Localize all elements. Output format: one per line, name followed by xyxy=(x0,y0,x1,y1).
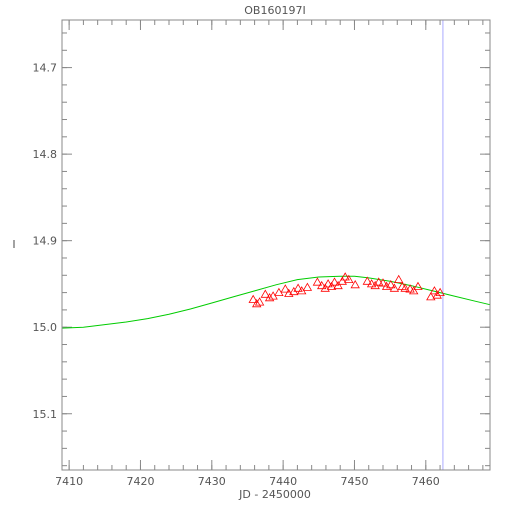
y-tick-label: 15.1 xyxy=(33,408,58,421)
data-point xyxy=(254,297,265,306)
data-point xyxy=(435,287,445,297)
data-point xyxy=(252,298,262,308)
data-point xyxy=(323,279,333,288)
x-axis-label: JD - 2450000 xyxy=(238,488,311,501)
data-point xyxy=(413,281,423,290)
y-tick-label: 14.9 xyxy=(33,235,58,248)
x-tick-label: 7450 xyxy=(340,475,368,488)
data-point xyxy=(340,272,350,281)
data-point xyxy=(333,280,343,290)
chart-title: OB160197I xyxy=(244,4,305,17)
data-point xyxy=(260,289,270,298)
data-point xyxy=(400,283,410,292)
y-axis-label: I xyxy=(12,238,15,251)
x-tick-label: 7440 xyxy=(269,475,297,488)
data-point xyxy=(381,281,392,290)
y-tick-label: 14.7 xyxy=(33,62,58,75)
data-point xyxy=(426,292,436,301)
data-point xyxy=(302,282,313,291)
data-point xyxy=(374,277,384,286)
data-point xyxy=(337,276,347,285)
data-point xyxy=(389,283,400,292)
data-point xyxy=(405,284,415,293)
plot-frame xyxy=(61,19,491,471)
x-tick-label: 7460 xyxy=(412,475,440,488)
x-tick-label: 7410 xyxy=(55,475,83,488)
data-point xyxy=(320,283,330,292)
data-point xyxy=(429,286,440,295)
plot-area xyxy=(61,20,491,470)
data-point xyxy=(394,274,404,284)
data-point xyxy=(326,281,337,290)
data-point xyxy=(432,290,442,299)
data-point xyxy=(344,274,354,284)
y-tick-label: 15.0 xyxy=(33,321,58,334)
data-point xyxy=(317,280,327,290)
model-curve xyxy=(61,275,491,329)
data-point xyxy=(350,279,360,289)
data-point xyxy=(312,277,323,286)
data-point xyxy=(264,292,275,302)
x-tick-label: 7430 xyxy=(198,475,226,488)
data-point xyxy=(378,278,388,287)
x-axis: 7410 7420 7430 7440 7450 7460 xyxy=(55,20,484,488)
y-axis: 14.7 14.8 14.9 15.0 15.1 xyxy=(33,32,490,467)
data-point xyxy=(386,279,396,289)
data-point xyxy=(409,286,419,295)
y-tick-label: 14.8 xyxy=(33,148,58,161)
data-point xyxy=(293,283,303,292)
data-point xyxy=(248,294,258,303)
data-point xyxy=(280,284,290,293)
data-point xyxy=(362,276,372,285)
data-point xyxy=(329,277,340,286)
data-point xyxy=(366,279,377,288)
x-tick-label: 7420 xyxy=(126,475,154,488)
